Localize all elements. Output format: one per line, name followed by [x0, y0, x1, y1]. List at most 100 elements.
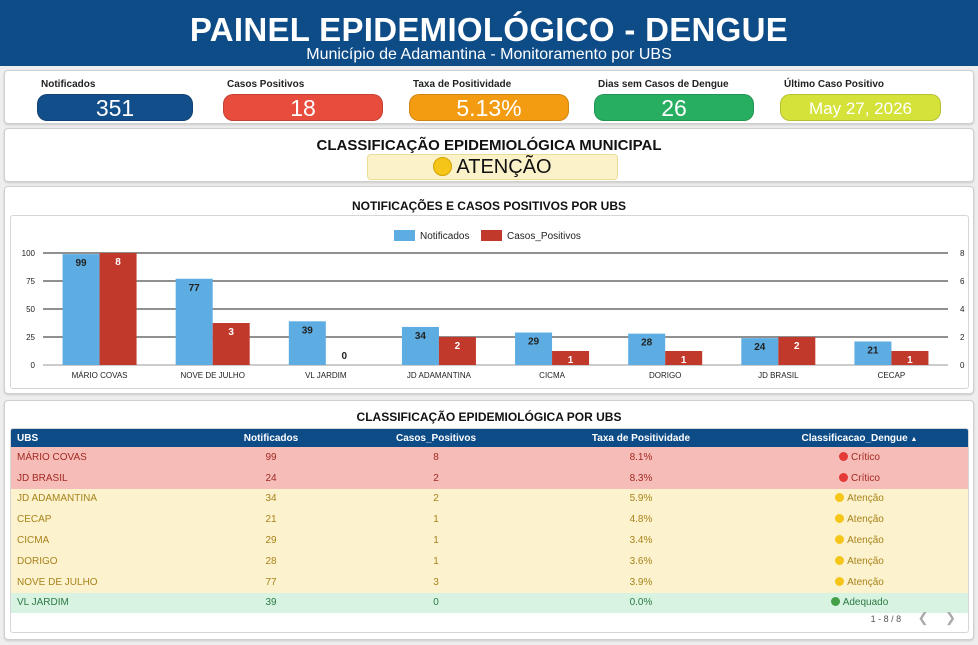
table-row[interactable]: NOVE DE JULHO 77 3 3.9% Atenção [11, 571, 968, 593]
bar-casos-positivos [665, 351, 703, 365]
kpi-panel: Notificados 351 Casos Positivos 18 Taxa … [4, 70, 974, 124]
red-circle-icon [839, 472, 849, 482]
pager-range: 1 - 8 / 8 [870, 614, 902, 624]
municipal-classification-panel: CLASSIFICAÇÃO EPIDEMIOLÓGICA MUNICIPAL A… [4, 128, 974, 182]
yellow-circle-icon [835, 514, 845, 524]
y-left-tick-label: 50 [26, 305, 35, 314]
data-label-notificados: 34 [415, 331, 427, 342]
data-label-notificados: 77 [189, 283, 201, 294]
data-label-casos-positivos: 3 [228, 327, 234, 338]
cell-classificacao: Atenção [751, 530, 968, 551]
cell-notificados: 21 [201, 509, 341, 531]
cell-taxa: 3.6% [531, 550, 751, 572]
kpi-taxa-positividade: Taxa de Positividade 5.13% [409, 71, 569, 125]
cell-ubs: JD ADAMANTINA [11, 488, 201, 510]
cell-classificacao: Atenção [751, 488, 968, 510]
kpi-value: 18 [223, 94, 383, 121]
cell-classificacao: Atenção [751, 509, 968, 531]
classificacao-text: Atenção [847, 555, 884, 567]
bar-casos-positivos [212, 323, 250, 365]
cell-taxa: 4.8% [531, 509, 751, 531]
red-circle-icon [839, 451, 849, 461]
cell-casos-positivos: 2 [341, 488, 531, 510]
cell-taxa: 0.0% [531, 592, 751, 614]
kpi-label: Último Caso Positivo [784, 79, 885, 90]
table-title: CLASSIFICAÇÃO EPIDEMIOLÓGICA POR UBS [356, 410, 622, 424]
classificacao-text: Crítico [851, 472, 880, 484]
cell-notificados: 77 [201, 571, 341, 593]
cell-casos-positivos: 2 [341, 467, 531, 489]
bar-notificados [62, 254, 100, 365]
classificacao-text: Atenção [847, 514, 884, 526]
data-label-notificados: 24 [754, 342, 766, 353]
cell-notificados: 29 [201, 530, 341, 551]
cell-casos-positivos: 0 [341, 592, 531, 614]
chevron-right-icon[interactable]: ❯ [945, 610, 956, 625]
y-right-tick-label: 8 [960, 249, 965, 258]
bar-casos-positivos [778, 337, 816, 365]
yellow-circle-icon [835, 493, 845, 503]
table-row[interactable]: DORIGO 28 1 3.6% Atenção [11, 550, 968, 572]
cell-taxa: 8.3% [531, 467, 751, 489]
dashboard-header: PAINEL EPIDEMIOLÓGICO - DENGUE Município… [0, 0, 978, 66]
column-header-ubs[interactable]: UBS [11, 429, 201, 447]
kpi-notificados: Notificados 351 [37, 71, 193, 125]
data-label-notificados: 99 [76, 258, 88, 269]
kpi-value: 5.13% [409, 94, 569, 121]
cell-ubs: CECAP [11, 509, 201, 531]
cell-ubs: JD BRASIL [11, 467, 201, 489]
kpi-label: Casos Positivos [227, 79, 305, 90]
x-tick-label: JD BRASIL [758, 371, 799, 380]
x-tick-label: NOVE DE JULHO [180, 371, 244, 380]
table-row[interactable]: CECAP 21 1 4.8% Atenção [11, 509, 968, 531]
table-row[interactable]: JD ADAMANTINA 34 2 5.9% Atenção [11, 488, 968, 510]
cell-classificacao: Adequado [751, 592, 968, 614]
cell-notificados: 39 [201, 592, 341, 614]
cell-casos-positivos: 1 [341, 530, 531, 551]
table-row[interactable]: JD BRASIL 24 2 8.3% Crítico [11, 467, 968, 489]
table-row[interactable]: MÁRIO COVAS 99 8 8.1% Crítico [11, 447, 968, 468]
kpi-casos-positivos: Casos Positivos 18 [223, 71, 383, 125]
chart-container: 0 25 50 75 100 0 2 4 6 8 Notificados Casos_Positivo… [10, 215, 969, 389]
column-header-taxa[interactable]: Taxa de Positividade [531, 429, 751, 447]
x-tick-label: DORIGO [649, 371, 681, 380]
ubs-table: UBS Notificados Casos_Positivos Taxa de … [11, 429, 968, 614]
column-header-casos-positivos[interactable]: Casos_Positivos [341, 429, 531, 447]
kpi-value: 26 [594, 94, 754, 121]
kpi-label: Taxa de Positividade [413, 79, 512, 90]
data-label-casos-positivos: 1 [681, 355, 687, 366]
cell-ubs: DORIGO [11, 550, 201, 572]
sort-up-icon[interactable]: ▲ [910, 435, 918, 443]
cell-ubs: MÁRIO COVAS [11, 447, 201, 468]
yellow-circle-icon [433, 156, 453, 176]
bar-casos-positivos [438, 337, 476, 365]
cell-ubs: NOVE DE JULHO [11, 571, 201, 593]
bar-notificados [288, 321, 326, 365]
legend-swatch-notificados [394, 230, 415, 241]
municipal-classification-title: CLASSIFICAÇÃO EPIDEMIOLÓGICA MUNICIPAL [316, 137, 662, 154]
ubs-chart-panel: NOTIFICAÇÕES E CASOS POSITIVOS POR UBS 0… [4, 186, 974, 394]
y-right-tick-label: 2 [960, 333, 965, 342]
table-row[interactable]: CICMA 29 1 3.4% Atenção [11, 530, 968, 551]
column-header-classificacao[interactable]: Classificacao_Dengue ▲ [751, 429, 968, 447]
table-pager: 1 - 8 / 8 ❮ ❯ [871, 610, 956, 626]
data-label-casos-positivos: 2 [455, 341, 461, 352]
bar-casos-positivos [99, 253, 137, 365]
kpi-ultimo-caso: Último Caso Positivo May 27, 2026 [780, 71, 941, 125]
legend-label-notificados: Notificados [420, 231, 469, 242]
cell-notificados: 24 [201, 467, 341, 489]
x-tick-label: CECAP [878, 371, 906, 380]
y-right-tick-label: 6 [960, 277, 965, 286]
column-header-notificados[interactable]: Notificados [201, 429, 341, 447]
y-right-tick-label: 4 [960, 305, 965, 314]
y-left-tick-label: 25 [26, 333, 35, 342]
y-left-tick-label: 100 [22, 249, 36, 258]
cell-notificados: 28 [201, 550, 341, 572]
municipal-status-badge: ATENÇÃO [367, 154, 618, 180]
yellow-circle-icon [835, 534, 845, 544]
y-left-tick-label: 75 [26, 277, 35, 286]
table-row[interactable]: VL JARDIM 39 0 0.0% Adequado [11, 592, 968, 614]
chevron-left-icon[interactable]: ❮ [917, 610, 929, 625]
cell-classificacao: Crítico [751, 447, 968, 468]
bar-notificados [515, 332, 553, 365]
